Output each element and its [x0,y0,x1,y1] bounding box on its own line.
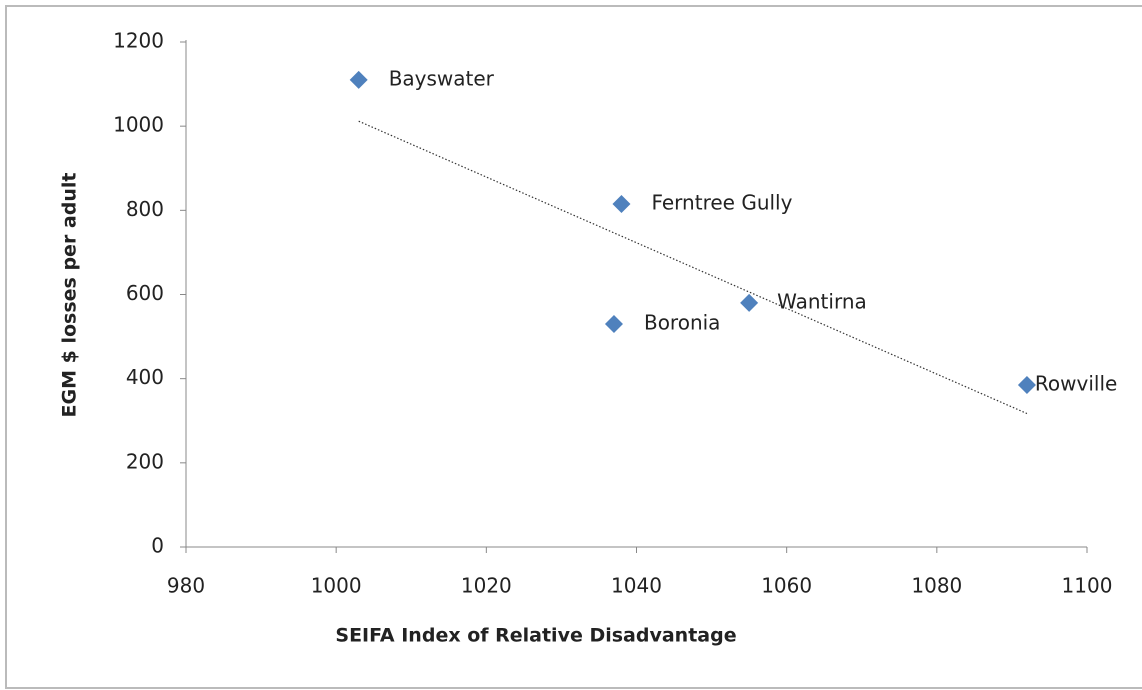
y-tick-label: 1200 [113,29,164,53]
y-tick-label: 800 [126,197,164,221]
point [1017,375,1036,394]
point-label: Boronia [644,310,720,334]
point-label: Bayswater [389,66,495,90]
point [740,293,759,312]
y-tick-label: 400 [126,365,164,389]
x-tick-label: 1060 [761,574,812,598]
x-tick-label: 1100 [1062,574,1113,598]
y-tick-label: 0 [151,534,164,558]
x-tick-label: 1080 [911,574,962,598]
point-label: Rowville [1035,371,1117,395]
y-tick-label: 1000 [113,113,164,137]
y-tick-label: 200 [126,449,164,473]
chart-frame [5,5,1142,689]
trendline [358,120,1028,415]
point-label: Ferntree Gully [651,191,792,215]
x-tick-label: 1040 [611,574,662,598]
point [612,195,631,214]
x-axis-title: SEIFA Index of Relative Disadvantage [335,625,736,647]
point [604,314,623,333]
y-axis-title: EGM $ losses per adult [59,173,81,418]
x-tick-label: 1000 [311,574,362,598]
x-tick-label: 1020 [461,574,512,598]
x-tick-label: 980 [167,574,205,598]
point-label: Wantirna [777,289,867,313]
y-tick-label: 600 [126,281,164,305]
point [349,70,368,89]
